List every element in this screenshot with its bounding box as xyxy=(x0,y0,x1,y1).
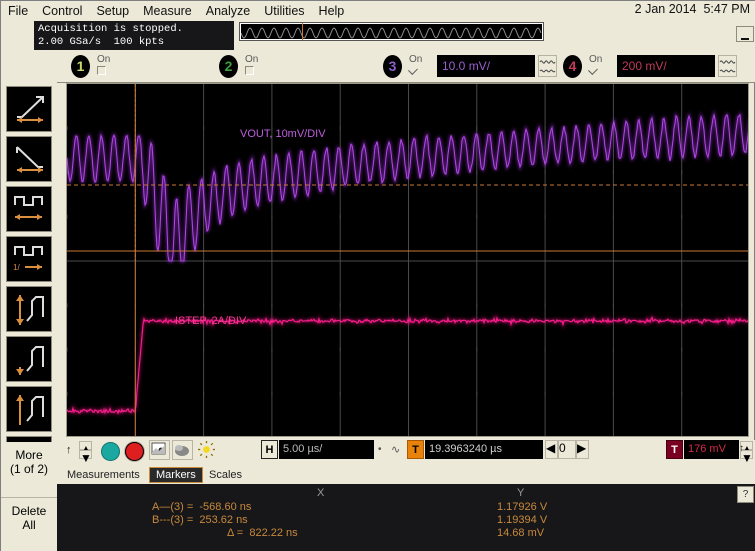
svg-text:ISTEP, 2A/DIV: ISTEP, 2A/DIV xyxy=(175,315,247,327)
svg-text:VOUT, 10mV/DIV: VOUT, 10mV/DIV xyxy=(240,128,326,140)
svg-text:1/: 1/ xyxy=(13,263,20,272)
